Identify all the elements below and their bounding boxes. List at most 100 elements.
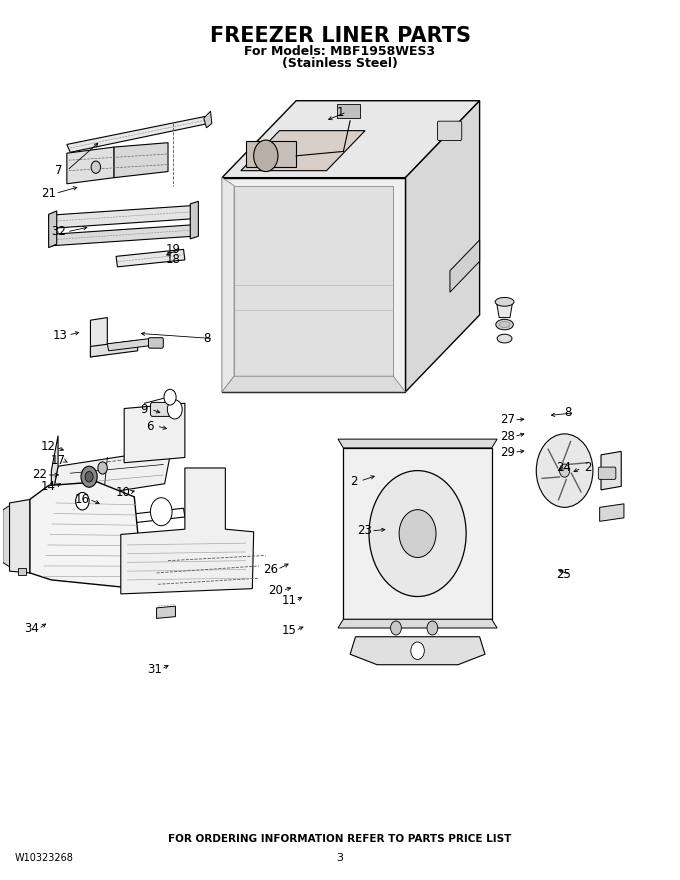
Polygon shape [245, 141, 296, 167]
Polygon shape [156, 606, 175, 619]
Polygon shape [67, 116, 209, 152]
Polygon shape [49, 225, 193, 246]
Polygon shape [107, 339, 151, 351]
Circle shape [390, 621, 401, 635]
Text: 19: 19 [165, 243, 180, 256]
Polygon shape [116, 249, 185, 267]
Polygon shape [222, 178, 234, 392]
Text: 14: 14 [41, 480, 56, 493]
Text: FOR ORDERING INFORMATION REFER TO PARTS PRICE LIST: FOR ORDERING INFORMATION REFER TO PARTS … [169, 833, 511, 844]
Circle shape [91, 161, 101, 173]
Polygon shape [234, 186, 393, 376]
Text: 32: 32 [51, 225, 66, 238]
Circle shape [167, 400, 182, 419]
Circle shape [254, 140, 278, 172]
Polygon shape [3, 506, 10, 567]
Text: 15: 15 [282, 624, 296, 637]
Polygon shape [90, 318, 107, 357]
FancyBboxPatch shape [598, 467, 616, 480]
Polygon shape [190, 202, 199, 238]
Text: 31: 31 [147, 663, 162, 676]
Ellipse shape [497, 334, 512, 343]
Text: 18: 18 [165, 253, 180, 267]
Ellipse shape [496, 319, 513, 330]
Polygon shape [51, 436, 58, 502]
Polygon shape [450, 240, 479, 292]
Text: FREEZER LINER PARTS: FREEZER LINER PARTS [209, 26, 471, 46]
Text: (Stainless Steel): (Stainless Steel) [282, 57, 398, 70]
Text: 13: 13 [52, 328, 67, 341]
Polygon shape [496, 302, 513, 318]
Polygon shape [241, 130, 365, 171]
Text: 25: 25 [556, 568, 571, 581]
Ellipse shape [495, 297, 514, 306]
Text: 3: 3 [337, 853, 343, 863]
Text: 29: 29 [500, 446, 515, 458]
Polygon shape [222, 100, 479, 178]
Text: 8: 8 [203, 332, 210, 345]
Text: 21: 21 [41, 187, 56, 200]
Polygon shape [49, 206, 193, 229]
Text: 2: 2 [584, 461, 592, 474]
Circle shape [98, 462, 107, 474]
Polygon shape [114, 143, 168, 178]
Ellipse shape [499, 321, 510, 327]
Text: 34: 34 [24, 622, 39, 635]
Text: 2: 2 [350, 474, 357, 488]
Bar [18, 568, 26, 575]
Polygon shape [222, 178, 405, 392]
Polygon shape [49, 211, 56, 247]
Polygon shape [343, 448, 492, 620]
Text: 24: 24 [556, 461, 571, 474]
Text: 10: 10 [116, 486, 131, 499]
FancyBboxPatch shape [148, 338, 163, 348]
Polygon shape [347, 462, 402, 486]
Polygon shape [107, 509, 185, 525]
Circle shape [75, 493, 89, 510]
Circle shape [150, 498, 172, 525]
Text: For Models: MBF1958WES3: For Models: MBF1958WES3 [244, 45, 436, 58]
Polygon shape [30, 482, 137, 589]
Polygon shape [405, 100, 479, 392]
Text: 9: 9 [141, 403, 148, 416]
Polygon shape [51, 449, 171, 502]
Text: 6: 6 [146, 420, 154, 432]
Circle shape [427, 621, 438, 635]
Polygon shape [601, 451, 622, 490]
Text: 26: 26 [263, 563, 278, 576]
Polygon shape [90, 341, 137, 357]
Text: 12: 12 [41, 441, 56, 453]
FancyBboxPatch shape [150, 402, 171, 416]
FancyBboxPatch shape [437, 121, 462, 141]
Text: 27: 27 [500, 414, 515, 427]
Text: W10323268: W10323268 [15, 853, 74, 863]
Bar [337, 104, 360, 118]
Polygon shape [600, 504, 624, 521]
Circle shape [164, 389, 176, 405]
Text: 23: 23 [357, 524, 372, 538]
Text: 20: 20 [269, 584, 284, 597]
Text: 7: 7 [55, 165, 63, 177]
Polygon shape [67, 147, 114, 184]
Circle shape [411, 642, 424, 659]
Circle shape [369, 471, 466, 597]
Polygon shape [222, 376, 405, 392]
Circle shape [399, 510, 436, 558]
Circle shape [81, 466, 97, 488]
Text: 11: 11 [282, 594, 296, 607]
Circle shape [560, 464, 570, 477]
Polygon shape [124, 403, 185, 463]
Polygon shape [350, 637, 485, 664]
Text: 1: 1 [336, 106, 344, 119]
Circle shape [537, 434, 593, 508]
Text: 22: 22 [33, 468, 48, 481]
Text: 8: 8 [564, 407, 572, 420]
Text: 28: 28 [500, 430, 515, 443]
Polygon shape [204, 111, 212, 128]
Polygon shape [121, 468, 254, 594]
Text: 17: 17 [50, 454, 65, 467]
Circle shape [85, 472, 93, 482]
Polygon shape [338, 439, 497, 448]
Text: 16: 16 [75, 493, 90, 506]
Polygon shape [10, 500, 30, 573]
